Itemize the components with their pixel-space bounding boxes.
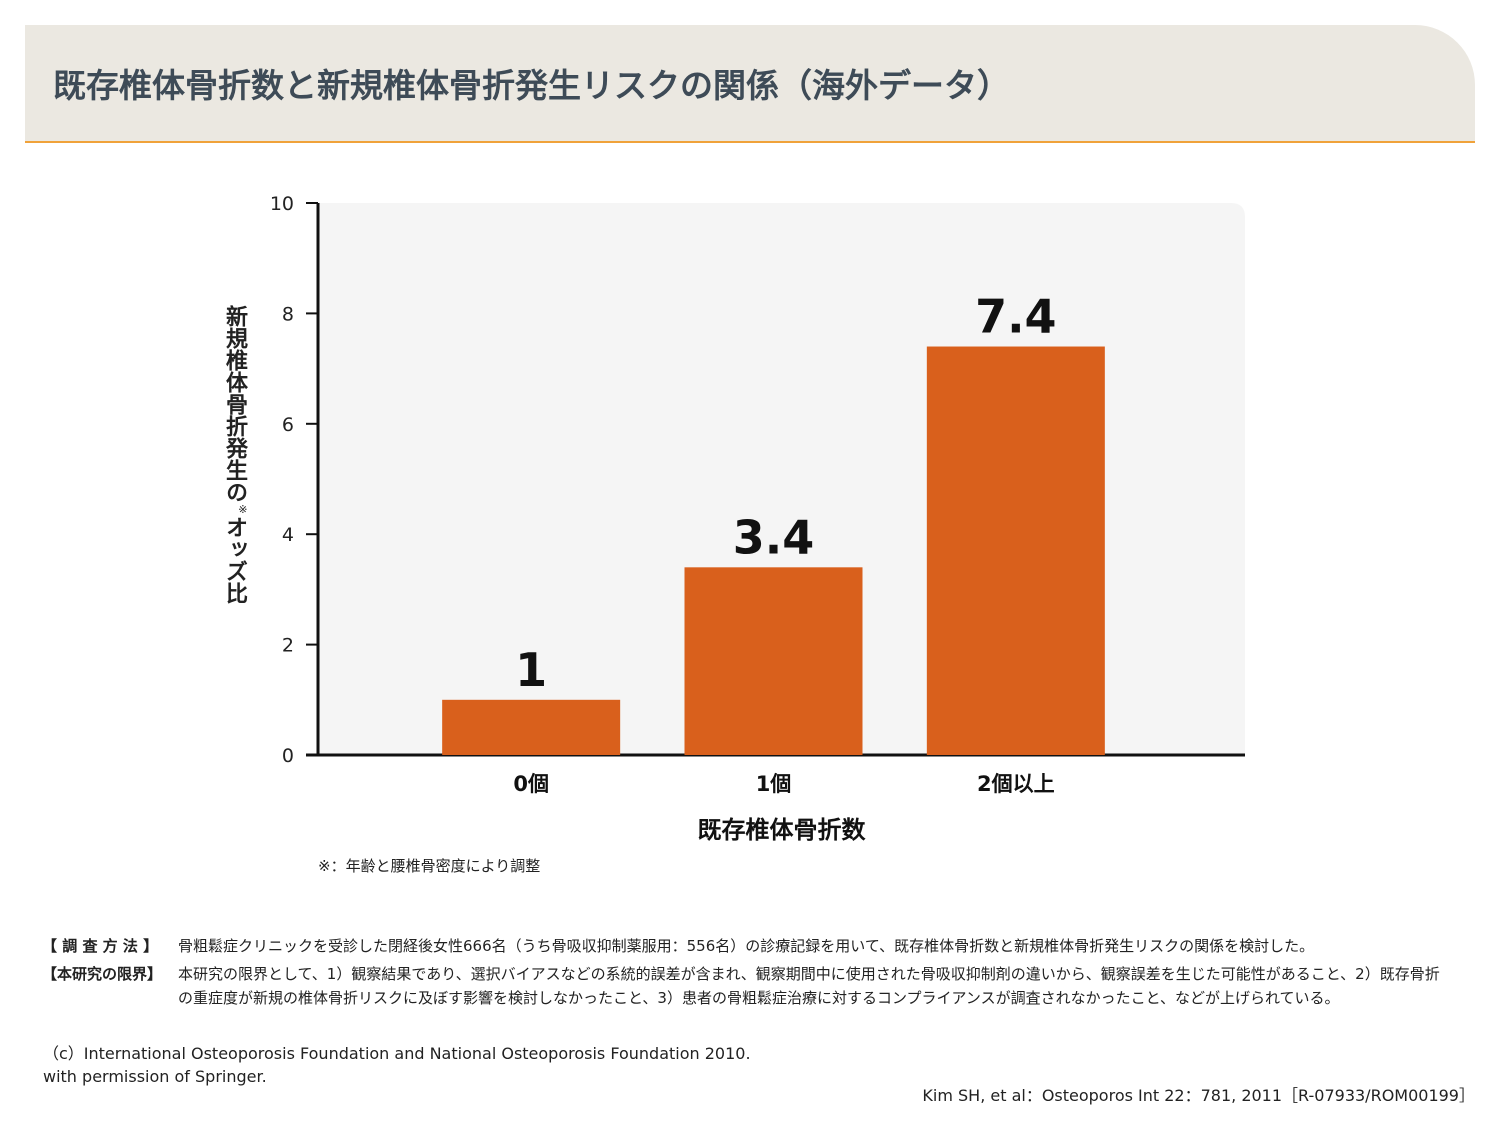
method-label: 【 調 査 方 法 】 — [42, 937, 159, 955]
study-info: 【 調 査 方 法 】 骨粗鬆症クリニックを受診した閉経後女性666名（うち骨吸収… — [42, 934, 1448, 1010]
copyright: （c）International Osteoporosis Foundation… — [43, 1042, 751, 1088]
x-tick-label: 0個 — [513, 772, 549, 796]
y-tick-label: 4 — [282, 524, 294, 546]
x-axis-label: 既存椎体骨折数 — [698, 816, 867, 844]
y-axis-label-mark: ※ — [236, 503, 250, 516]
copyright-line2: with permission of Springer. — [43, 1067, 267, 1086]
header: 既存椎体骨折数と新規椎体骨折発生リスクの関係（海外データ） — [25, 25, 1475, 143]
bar — [926, 346, 1105, 755]
x-tick-label: 2個以上 — [977, 772, 1055, 796]
data-label: 1 — [515, 643, 547, 697]
limits-text: 本研究の限界として、1）観察結果であり、選択バイアスなどの系統的誤差が含まれ、観… — [178, 965, 1440, 1007]
x-tick-label: 1個 — [756, 772, 792, 796]
method-text: 骨粗鬆症クリニックを受診した閉経後女性666名（うち骨吸収抑制薬服用：556名）… — [178, 937, 1315, 955]
y-tick-label: 10 — [270, 193, 294, 215]
footnote: ※：年齢と腰椎骨密度により調整 — [318, 857, 541, 875]
bar — [442, 699, 621, 755]
bar — [684, 567, 863, 755]
reference: Kim SH, et al：Osteoporos Int 22：781, 201… — [922, 1086, 1475, 1105]
data-label: 7.4 — [975, 290, 1057, 344]
page-title: 既存椎体骨折数と新規椎体骨折発生リスクの関係（海外データ） — [53, 66, 1010, 105]
y-tick-label: 0 — [282, 745, 294, 767]
y-axis-label-main: 新規椎体骨折発生の — [222, 305, 247, 503]
y-tick-label: 2 — [282, 635, 294, 657]
data-label: 3.4 — [733, 510, 815, 564]
y-tick-label: 8 — [282, 303, 294, 325]
y-axis-label: 新規椎体骨折発生の※オッズ比 — [222, 305, 250, 604]
copyright-line1: （c）International Osteoporosis Foundation… — [43, 1044, 751, 1063]
y-axis-label-tail: オッズ比 — [222, 516, 247, 604]
limits-label: 【本研究の限界】 — [42, 965, 163, 983]
y-tick-label: 6 — [282, 414, 294, 436]
